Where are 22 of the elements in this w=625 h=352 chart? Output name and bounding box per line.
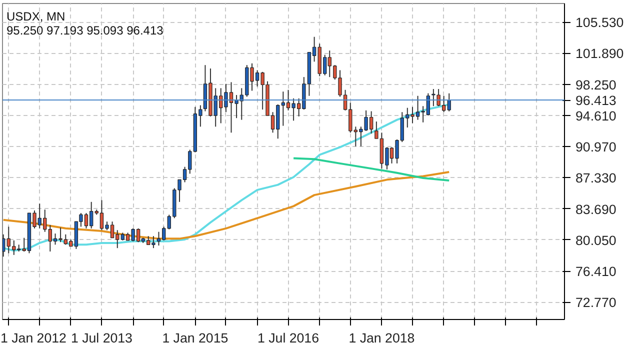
y-tick-label: 87.330 [576,170,616,186]
ref-line-label: 96.413 [576,93,616,108]
y-tick-label: 105.530 [576,15,624,30]
y-tick-label: 101.890 [576,46,624,62]
line-series [292,157,450,182]
candlestick [374,121,378,140]
candlestick [2,234,6,258]
x-tick-label: 1 Jan 2015 [162,330,228,346]
x-tick-label: 1 Jul 2013 [70,330,132,346]
x-tick-label: 1 Jan 2018 [348,330,415,346]
y-tick-label: 76.410 [576,264,616,280]
y-tick-label: 90.970 [576,140,616,155]
y-tick-label: 80.050 [576,232,616,248]
line-series [2,170,450,240]
text: USDX, MN [6,10,66,24]
y-tick-label: 94.610 [576,108,616,124]
text: 95.250 97.193 95.093 96.413 [6,24,164,38]
y-tick-label: 83.690 [576,202,616,217]
x-tick-label: 1 Jan 2012 [0,330,66,346]
x-tick-label: 1 Jul 2016 [258,330,320,346]
y-tick-label: 72.770 [576,295,616,310]
y-tick-label: 98.250 [576,77,616,92]
